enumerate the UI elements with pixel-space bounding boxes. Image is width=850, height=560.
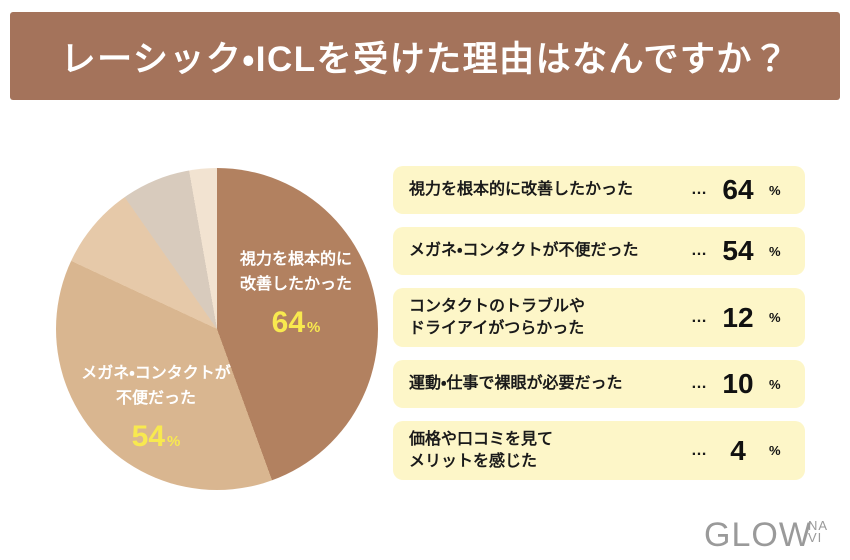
legend-row-unit: % bbox=[769, 243, 781, 259]
pie-slice-label: メガネ・コンタクトが 不便だった 54% bbox=[81, 362, 230, 454]
logo: GLOW NA VI bbox=[704, 518, 828, 552]
pie-slice-label-text: 視力を根本的に 改善したかった bbox=[239, 251, 353, 293]
legend-row-unit: % bbox=[769, 443, 781, 459]
legend-row-value: 54 bbox=[722, 235, 754, 266]
legend-row-label: 視力を根本的に改善したかった bbox=[409, 181, 634, 199]
legend-row-unit: % bbox=[769, 310, 781, 326]
pie-slice-value: 54% bbox=[81, 420, 230, 454]
legend-row-value: 64 bbox=[722, 174, 754, 205]
pie-slice-value-unit: % bbox=[167, 432, 181, 450]
legend-row-label: 価格や口コミを見て メリットを感じた bbox=[409, 431, 554, 470]
legend-row-ellipsis: … bbox=[691, 441, 707, 459]
logo-sub-top: NA bbox=[807, 518, 828, 533]
legend-row-ellipsis: … bbox=[691, 375, 707, 393]
legend-row: 視力を根本的に改善したかった … 64 % bbox=[393, 166, 805, 214]
legend: 視力を根本的に改善したかった … 64 % メガネ・コンタクトが不便だった … … bbox=[393, 166, 805, 481]
legend-row: コンタクトのトラブルや ドライアイがつらかった … 12 % bbox=[393, 288, 805, 348]
legend-row-ellipsis: … bbox=[691, 308, 707, 326]
legend-row-value: 12 bbox=[722, 301, 754, 333]
logo-sub-bottom: VI bbox=[807, 530, 823, 546]
page-title: レーシック・ICLを受けた理由はなんですか？ bbox=[60, 39, 790, 79]
legend-row-unit: % bbox=[769, 376, 781, 392]
legend-row-unit: % bbox=[769, 182, 781, 198]
pie-chart: 視力を根本的に 改善したかった 64% メガネ・コンタクトが 不便だった 54% bbox=[56, 168, 378, 490]
legend-row: メガネ・コンタクトが不便だった … 54 % bbox=[393, 227, 805, 275]
pie-slice-value-number: 64 bbox=[271, 305, 306, 339]
legend-row-value: 4 bbox=[730, 434, 746, 466]
legend-row-label: メガネ・コンタクトが不便だった bbox=[409, 242, 639, 260]
legend-row-value: 10 bbox=[722, 368, 754, 400]
legend-row: 運動・仕事で裸眼が必要だった … 10 % bbox=[393, 360, 805, 409]
logo-main-text: GLOW bbox=[704, 516, 812, 554]
legend-row-ellipsis: … bbox=[691, 181, 707, 198]
pie-slice-value-number: 54 bbox=[131, 419, 166, 453]
legend-row-label: 運動・仕事で裸眼が必要だった bbox=[409, 375, 623, 393]
legend-row-label: コンタクトのトラブルや ドライアイがつらかった bbox=[409, 298, 586, 337]
pie-slice-label-text: メガネ・コンタクトが 不便だった bbox=[81, 365, 231, 407]
logo-sub-text: NA VI bbox=[807, 518, 828, 546]
pie-slice-label: 視力を根本的に 改善したかった 64% bbox=[240, 248, 352, 340]
pie-slice-value-unit: % bbox=[307, 318, 321, 336]
legend-row-ellipsis: … bbox=[691, 242, 707, 259]
pie-slice-value: 64% bbox=[240, 306, 352, 340]
legend-row: 価格や口コミを見て メリットを感じた … 4 % bbox=[393, 421, 805, 481]
header: レーシック・ICLを受けた理由はなんですか？ bbox=[10, 12, 840, 100]
